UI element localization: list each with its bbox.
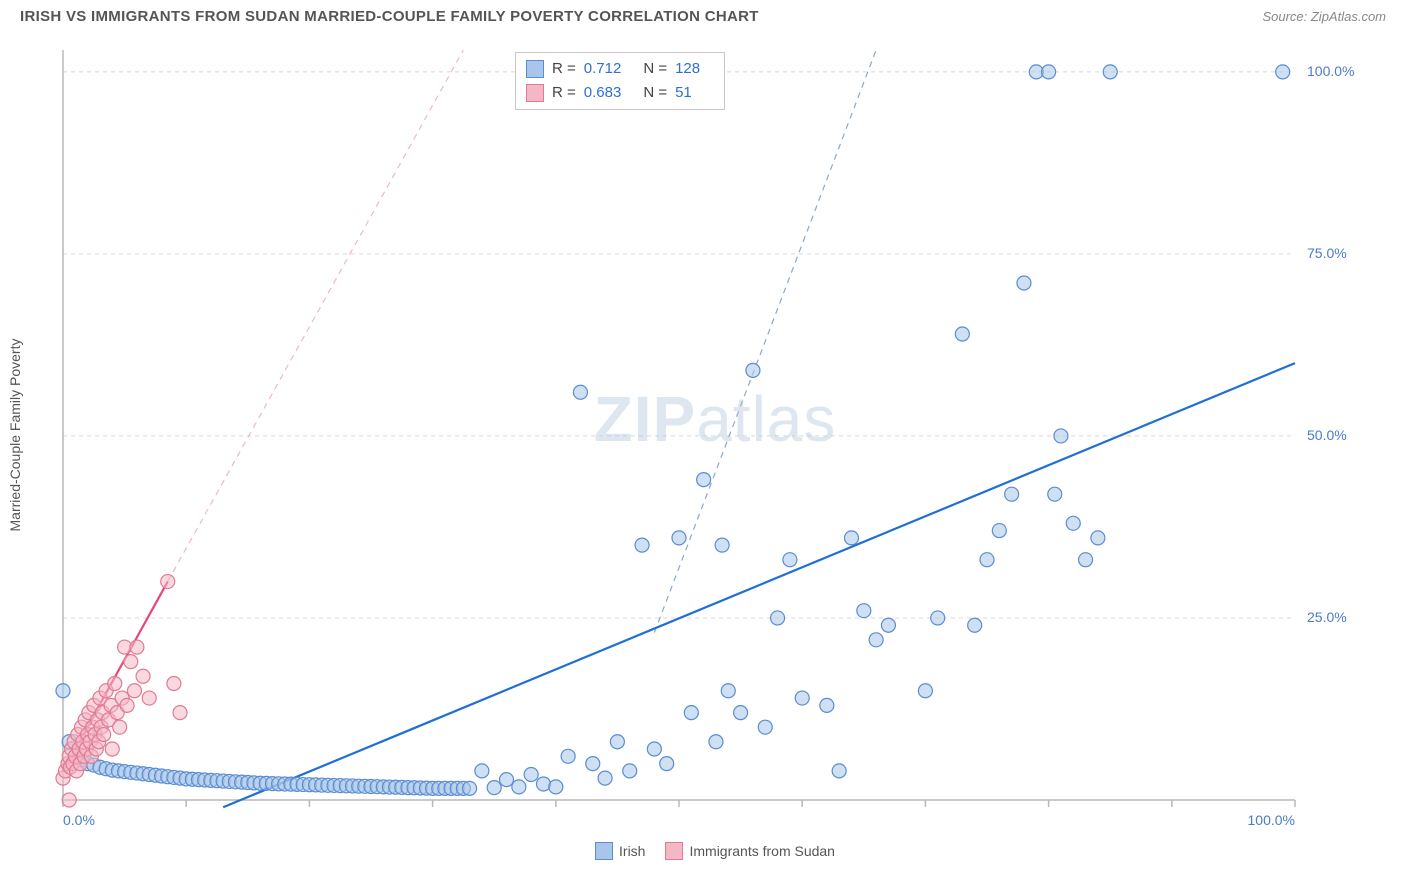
swatch-sudan: [526, 84, 544, 102]
axis-tick-label: 0.0%: [63, 812, 95, 828]
axis-tick-label: 75.0%: [1307, 245, 1347, 261]
y-axis-label: Married-Couple Family Poverty: [7, 339, 23, 532]
stat-n-irish: 128: [675, 57, 700, 81]
stat-label-r: R =: [552, 57, 576, 81]
axis-tick-label: 100.0%: [1307, 63, 1354, 79]
chart-area: Married-Couple Family Poverty ZIPatlas R…: [55, 40, 1375, 830]
stat-r-sudan: 0.683: [584, 81, 622, 105]
swatch-sudan: [665, 842, 683, 860]
legend-label-irish: Irish: [619, 843, 645, 859]
stat-label-r: R =: [552, 81, 576, 105]
legend-item-irish: Irish: [595, 842, 645, 860]
stat-label-n: N =: [643, 81, 667, 105]
axis-tick-label: 25.0%: [1307, 609, 1347, 625]
legend-item-sudan: Immigrants from Sudan: [665, 842, 835, 860]
stat-n-sudan: 51: [675, 81, 692, 105]
swatch-irish: [526, 60, 544, 78]
stats-row-irish: R = 0.712 N = 128: [526, 57, 714, 81]
axis-tick-label: 100.0%: [1248, 812, 1295, 828]
swatch-irish: [595, 842, 613, 860]
legend-bottom: Irish Immigrants from Sudan: [595, 842, 835, 860]
stat-label-n: N =: [643, 57, 667, 81]
stat-r-irish: 0.712: [584, 57, 622, 81]
axis-tick-label: 50.0%: [1307, 427, 1347, 443]
chart-title: IRISH VS IMMIGRANTS FROM SUDAN MARRIED-C…: [20, 8, 759, 25]
stats-row-sudan: R = 0.683 N = 51: [526, 81, 714, 105]
scatter-chart: [55, 40, 1375, 830]
stats-box: R = 0.712 N = 128 R = 0.683 N = 51: [515, 52, 725, 110]
source-label: Source: ZipAtlas.com: [1262, 9, 1386, 24]
title-bar: IRISH VS IMMIGRANTS FROM SUDAN MARRIED-C…: [0, 0, 1406, 29]
legend-label-sudan: Immigrants from Sudan: [689, 843, 835, 859]
